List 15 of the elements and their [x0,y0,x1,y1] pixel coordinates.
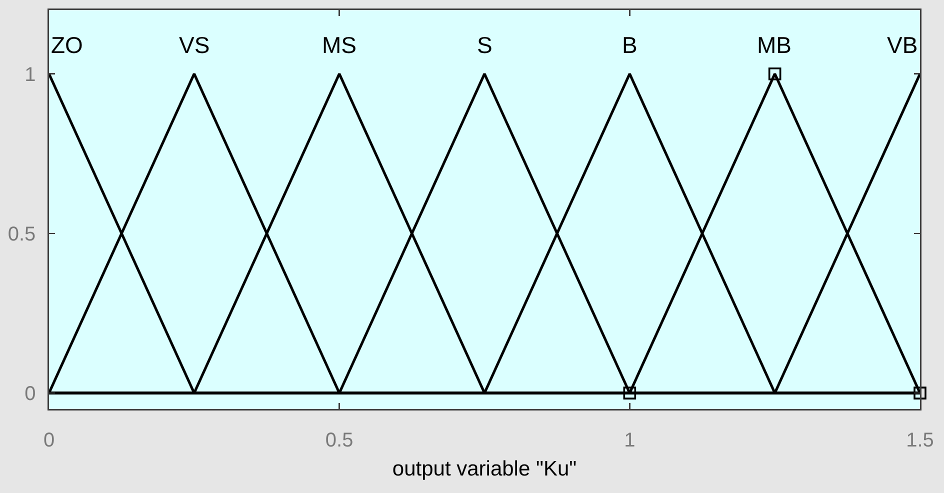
x-axis-title: output variable "Ku" [392,457,577,480]
series-label: VS [179,32,210,58]
series-label: VB [887,32,918,58]
series-label: S [477,32,492,58]
x-tick-label: 0.5 [325,429,354,452]
x-tick-label: 0 [43,429,55,452]
x-tick-label: 1.5 [906,429,934,452]
x-tick-label: 1 [624,429,636,452]
y-tick-label: 0 [24,383,36,406]
series-label: MS [322,32,356,58]
series-label: ZO [51,32,83,58]
series-label: B [622,32,638,58]
y-tick-label: 1 [24,64,36,86]
series-label: MB [757,32,792,58]
y-tick-label: 0.5 [8,223,36,246]
